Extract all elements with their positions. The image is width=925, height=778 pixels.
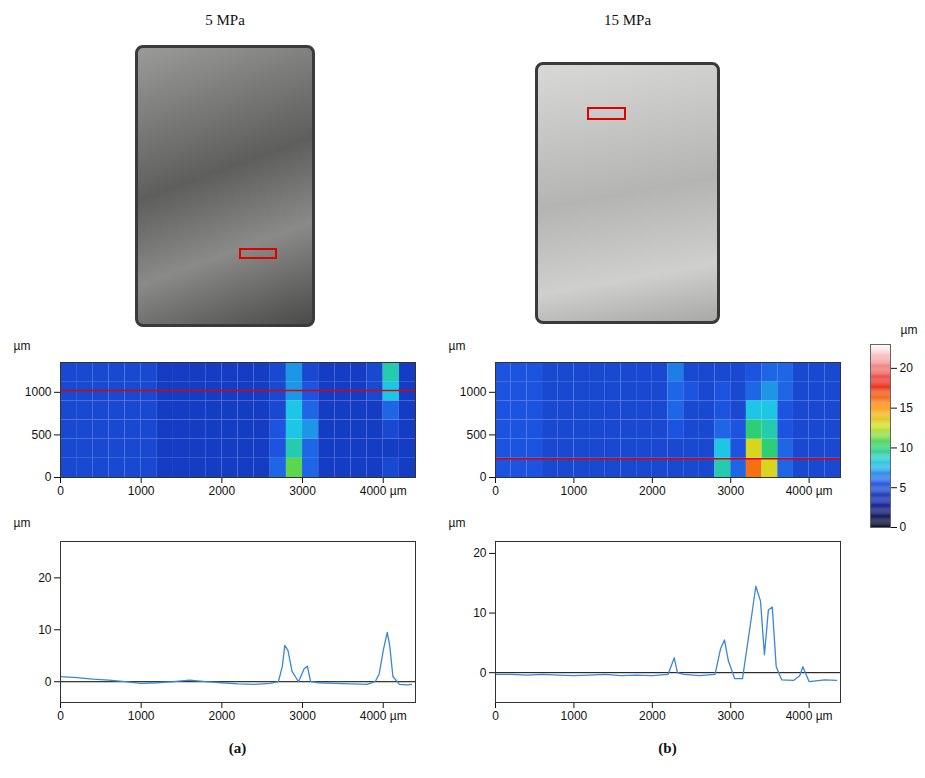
svg-text:µm: µm <box>449 339 466 353</box>
svg-text:µm: µm <box>14 339 31 353</box>
svg-text:3000: 3000 <box>289 709 316 723</box>
svg-text:2000: 2000 <box>209 484 236 498</box>
svg-text:4000 µm: 4000 µm <box>786 709 833 723</box>
svg-text:20: 20 <box>900 361 914 375</box>
svg-text:0: 0 <box>57 484 64 498</box>
svg-text:0: 0 <box>57 709 64 723</box>
svg-text:500: 500 <box>31 428 51 442</box>
svg-text:0: 0 <box>492 709 499 723</box>
svg-text:µm: µm <box>901 323 918 337</box>
svg-text:3000: 3000 <box>289 484 316 498</box>
svg-text:1000: 1000 <box>128 484 155 498</box>
svg-text:4000 µm: 4000 µm <box>360 484 407 498</box>
svg-text:4000 µm: 4000 µm <box>786 484 833 498</box>
svg-text:20: 20 <box>38 571 52 585</box>
svg-text:500: 500 <box>466 428 486 442</box>
svg-text:15: 15 <box>900 401 914 415</box>
svg-text:1000: 1000 <box>460 385 487 399</box>
svg-text:2000: 2000 <box>639 709 666 723</box>
svg-text:5: 5 <box>900 481 907 495</box>
svg-text:0: 0 <box>900 520 907 534</box>
svg-text:1000: 1000 <box>128 709 155 723</box>
svg-text:0: 0 <box>480 470 487 484</box>
html-text:15 MPa: 15 MPa <box>604 12 651 28</box>
svg-text:0: 0 <box>45 470 52 484</box>
html-text:5 MPa: 5 MPa <box>205 12 245 28</box>
svg-text:20: 20 <box>473 546 487 560</box>
svg-text:0: 0 <box>492 484 499 498</box>
svg-text:2000: 2000 <box>209 709 236 723</box>
html-text:(b): (b) <box>658 740 677 756</box>
svg-text:3000: 3000 <box>717 484 744 498</box>
svg-text:3000: 3000 <box>717 709 744 723</box>
svg-text:1000: 1000 <box>561 709 588 723</box>
svg-text:10: 10 <box>38 623 52 637</box>
svg-text:0: 0 <box>45 675 52 689</box>
svg-text:0: 0 <box>480 666 487 680</box>
svg-text:10: 10 <box>900 441 914 455</box>
html-text:(a): (a) <box>228 740 247 756</box>
svg-text:2000: 2000 <box>639 484 666 498</box>
svg-text:µm: µm <box>449 516 466 530</box>
svg-text:10: 10 <box>473 606 487 620</box>
svg-text:1000: 1000 <box>25 385 52 399</box>
svg-text:1000: 1000 <box>561 484 588 498</box>
svg-text:µm: µm <box>14 516 31 530</box>
svg-text:4000 µm: 4000 µm <box>360 709 407 723</box>
